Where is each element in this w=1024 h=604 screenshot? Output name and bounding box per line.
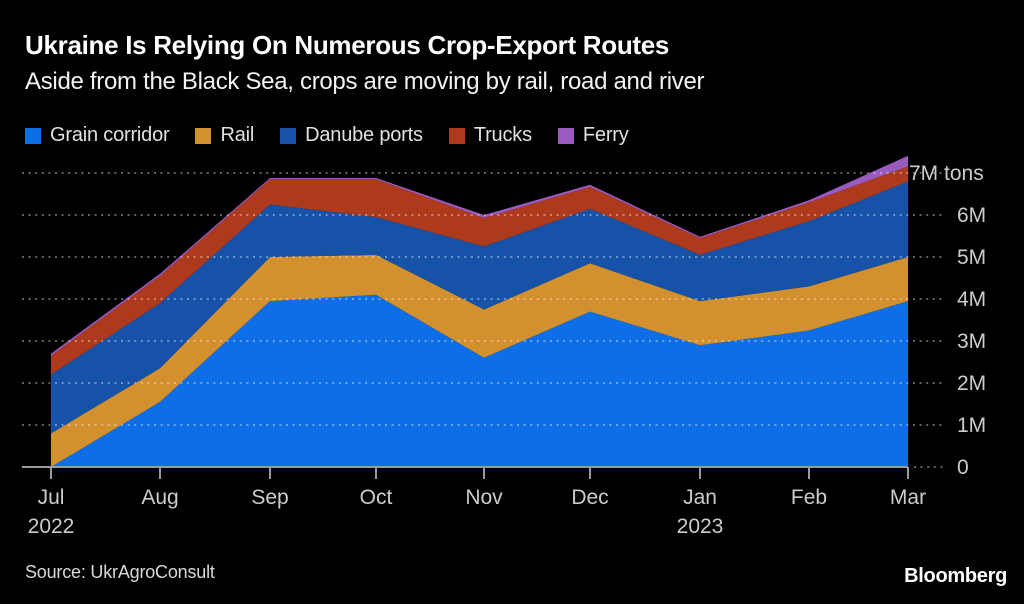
x-axis-label-nov: Nov (465, 486, 503, 509)
legend-swatch-trucks (448, 127, 465, 144)
chart-subtitle: Aside from the Black Sea, crops are movi… (25, 68, 705, 95)
legend-swatch-danube-ports (280, 127, 297, 144)
legend-label: Trucks (473, 124, 532, 146)
x-axis-year-label-2022: 2022 (28, 515, 75, 538)
y-axis-label-2m: 2M (957, 372, 986, 395)
legend-swatch-grain-corridor (25, 127, 41, 144)
area-grain-corridor (51, 294, 908, 467)
legend-item-ferry: Ferry (557, 124, 629, 147)
x-axis-year-label-2023: 2023 (677, 515, 724, 538)
legend-swatch-rail (195, 127, 212, 144)
x-axis-label-aug: Aug (141, 486, 178, 509)
legend-label: Rail (220, 124, 255, 146)
legend-item-trucks: Trucks (448, 124, 532, 147)
legend-label: Ferry (582, 124, 629, 146)
x-axis-label-mar: Mar (890, 486, 926, 509)
legend-item-grain-corridor: Grain corridor (25, 124, 170, 147)
x-axis-label-jan: Jan (683, 486, 717, 509)
area-rail (51, 254, 908, 467)
area-danube-ports (51, 181, 908, 434)
legend-label: Grain corridor (50, 124, 170, 146)
chart-title: Ukraine Is Relying On Numerous Crop-Expo… (25, 30, 670, 60)
y-axis-label-6m: 6M (957, 204, 986, 227)
y-axis-label-7m-tons: 7M tons (909, 162, 984, 185)
legend-swatch-ferry (557, 127, 574, 144)
x-axis-label-oct: Oct (360, 486, 393, 509)
legend-item-rail: Rail (195, 124, 254, 147)
x-axis-label-jul: Jul (38, 486, 65, 509)
source-note: Source: UkrAgroConsult (25, 562, 215, 582)
y-axis-label-4m: 4M (957, 288, 986, 311)
legend-item-danube-ports: Danube ports (280, 124, 423, 147)
y-axis-label-0: 0 (957, 456, 969, 479)
x-axis-label-feb: Feb (791, 486, 827, 509)
y-axis-label-1m: 1M (957, 414, 986, 437)
x-axis-label-sep: Sep (251, 486, 288, 509)
y-axis-label-3m: 3M (957, 330, 986, 353)
x-axis-label-dec: Dec (571, 486, 608, 509)
legend: Grain corridor Rail Danube ports Trucks Ferr… (25, 124, 629, 147)
legend-label: Danube ports (305, 124, 423, 146)
y-axis-label-5m: 5M (957, 246, 986, 269)
bloomberg-logo: Bloomberg (904, 565, 1007, 587)
